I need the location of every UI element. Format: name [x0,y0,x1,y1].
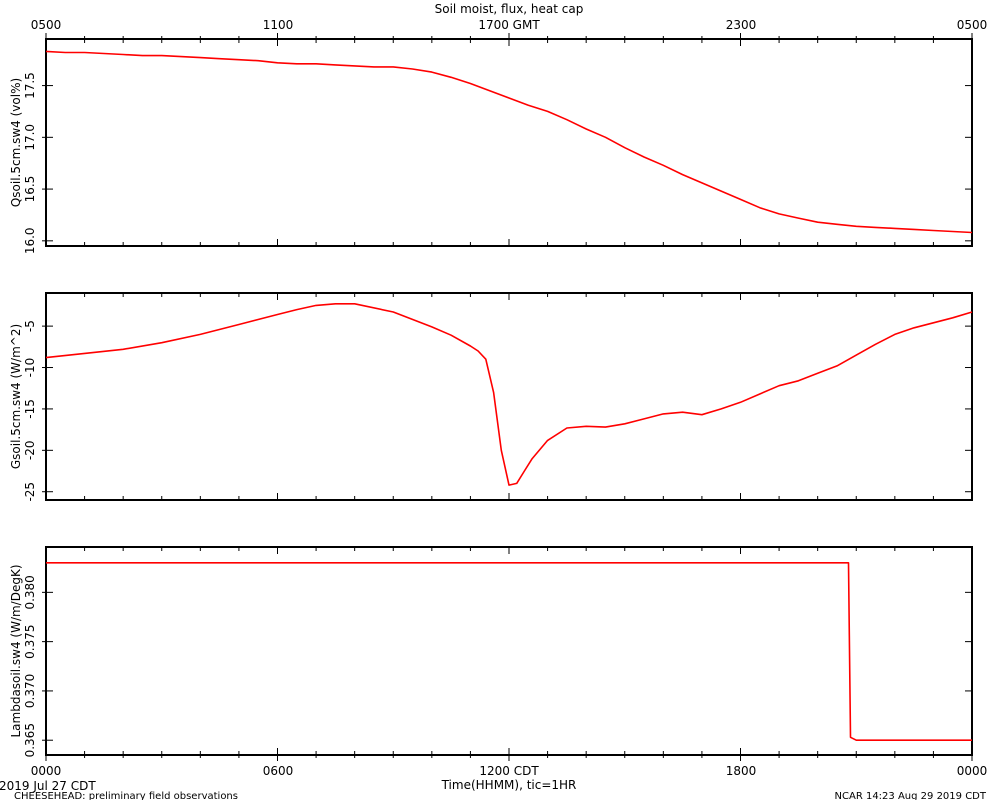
y-tick-label-3-2: 0.375 [23,624,37,658]
bottom-axis-label-0: 0000 [31,764,62,778]
top-axis-label-1: 1100 [263,18,294,32]
y-tick-label-2-0: -25 [23,482,37,502]
top-axis-label-2: 1700 GMT [478,18,540,32]
y-axis-title-3: Lambdasoil.sw4 (W/m/DegK) [9,564,23,737]
y-tick-label-1-2: 17.0 [23,124,37,151]
bottom-axis-label-4: 0000 [957,764,988,778]
chart-title: Soil moist, flux, heat cap [435,2,584,16]
y-tick-label-1-3: 17.5 [23,72,37,99]
y-tick-label-1-1: 16.5 [23,176,37,203]
panel-2-frame [45,292,973,501]
panel-3-frame [45,546,973,756]
top-axis-label-3: 2300 [726,18,757,32]
y-axis-title-2: Gsoil.5cm.sw4 (W/m^2) [9,324,23,469]
bottom-axis-label-2: 1200 CDT [479,764,539,778]
y-tick-label-2-3: -10 [23,358,37,378]
y-tick-label-2-4: -5 [23,320,37,332]
top-axis-label-4: 0500 [957,18,988,32]
series-line-3 [46,561,972,742]
y-tick-label-3-0: 0.365 [23,723,37,757]
footer-right: NCAR 14:23 Aug 29 2019 CDT [835,791,987,800]
date-label: 2019 Jul 27 CDT [0,779,96,793]
footer-left: CHEESEHEAD: preliminary field observatio… [14,791,238,800]
bottom-axis-label-1: 0600 [263,764,294,778]
y-tick-label-3-1: 0.370 [23,674,37,708]
series-line-2 [45,302,973,486]
x-axis-title: Time(HHMM), tic=1HR [441,778,577,792]
bottom-axis-label-3: 1800 [726,764,757,778]
top-axis-label-0: 0500 [31,18,62,32]
y-tick-label-1-0: 16.0 [23,227,37,254]
y-tick-label-2-1: -20 [23,441,37,461]
y-axis-title-1: Qsoil.5cm.sw4 (vol%) [9,78,23,207]
panel-1-frame [45,38,973,247]
y-tick-label-2-2: -15 [23,399,37,419]
y-tick-label-3-3: 0.380 [23,575,37,609]
series-line-1 [45,50,973,234]
